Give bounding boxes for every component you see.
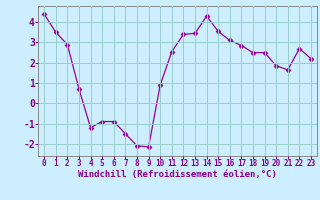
X-axis label: Windchill (Refroidissement éolien,°C): Windchill (Refroidissement éolien,°C)	[78, 170, 277, 179]
